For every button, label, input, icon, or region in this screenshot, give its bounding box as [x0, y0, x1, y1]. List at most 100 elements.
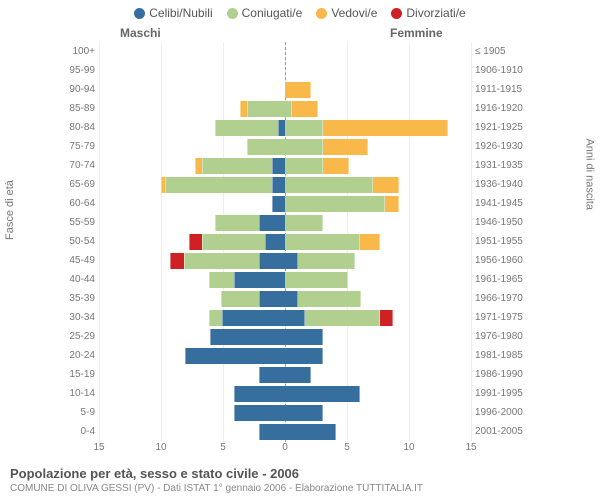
bar-seg-con — [298, 291, 361, 307]
age-row: 0-42001-2005 — [55, 422, 535, 441]
bar-cell — [99, 405, 471, 421]
bar-cell — [99, 386, 471, 402]
age-label: 55-59 — [55, 217, 99, 228]
bar-cell — [99, 158, 471, 174]
bar-seg-cel — [234, 272, 285, 288]
bar-seg-con — [221, 291, 259, 307]
bar-seg-con — [209, 272, 235, 288]
bar-seg-con — [285, 120, 323, 136]
age-label: 60-64 — [55, 198, 99, 209]
bar-cell — [99, 215, 471, 231]
age-label: 85-89 — [55, 103, 99, 114]
birth-label: 1951-1955 — [471, 236, 535, 247]
bar-cell — [99, 272, 471, 288]
age-row: 30-34 1971-1975 — [55, 308, 535, 327]
bar-cell — [99, 234, 471, 250]
age-label: 45-49 — [55, 255, 99, 266]
age-row: 15-191986-1990 — [55, 365, 535, 384]
age-row: 10-141991-1995 — [55, 384, 535, 403]
birth-label: 1996-2000 — [471, 407, 535, 418]
bar-seg-ved — [292, 101, 318, 117]
bar-seg-con — [285, 101, 292, 117]
bar-seg-ved — [285, 82, 311, 98]
caption: Popolazione per età, sesso e stato civil… — [10, 466, 590, 494]
bar-seg-ved — [385, 196, 398, 212]
bar-cell — [99, 82, 471, 98]
bar-seg-con — [215, 120, 278, 136]
bar-seg-con — [165, 177, 271, 193]
age-label: 95-99 — [55, 65, 99, 76]
bar-seg-con — [202, 234, 265, 250]
legend-item: Celibi/Nubili — [134, 6, 212, 20]
bar-seg-con — [298, 253, 355, 269]
bar-seg-cel — [285, 367, 311, 383]
plot-area: 100+≤ 190595-991906-1910 90-94 1911-1915 85… — [55, 42, 535, 442]
age-row: 90-94 1911-1915 — [55, 80, 535, 99]
age-label: 90-94 — [55, 84, 99, 95]
bar-cell — [99, 177, 471, 193]
x-tick: 15 — [465, 442, 476, 453]
bar-cell — [99, 44, 471, 60]
age-label: 5-9 — [55, 407, 99, 418]
bar-cell — [99, 424, 471, 440]
age-row: 95-991906-1910 — [55, 61, 535, 80]
bar-cell — [99, 120, 471, 136]
bar-seg-ved — [240, 101, 247, 117]
bar-seg-con — [285, 215, 323, 231]
bar-seg-cel — [185, 348, 285, 364]
age-label: 10-14 — [55, 388, 99, 399]
bar-seg-cel — [285, 386, 360, 402]
birth-label: ≤ 1905 — [471, 46, 535, 57]
age-row: 40-441961-1965 — [55, 270, 535, 289]
age-row: 65-691936-1940 — [55, 175, 535, 194]
x-tick: 10 — [155, 442, 166, 453]
bar-cell — [99, 196, 471, 212]
birth-label: 1956-1960 — [471, 255, 535, 266]
bar-cell — [99, 367, 471, 383]
birth-label: 1971-1975 — [471, 312, 535, 323]
y-right-title: Anni di nascita — [584, 138, 596, 210]
header-female: Femmine — [390, 26, 443, 40]
age-label: 35-39 — [55, 293, 99, 304]
bar-seg-cel — [272, 177, 285, 193]
age-row: 80-841921-1925 — [55, 118, 535, 137]
bar-seg-ved — [195, 158, 202, 174]
bar-seg-div — [189, 234, 202, 250]
bar-seg-cel — [272, 158, 285, 174]
age-row: 85-891916-1920 — [55, 99, 535, 118]
bar-seg-ved — [373, 177, 399, 193]
caption-sub: COMUNE DI OLIVA GESSI (PV) - Dati ISTAT … — [10, 483, 590, 494]
birth-label: 1961-1965 — [471, 274, 535, 285]
caption-title: Popolazione per età, sesso e stato civil… — [10, 466, 590, 481]
legend-swatch — [391, 8, 402, 19]
birth-label: 1981-1985 — [471, 350, 535, 361]
bar-seg-cel — [285, 291, 298, 307]
age-label: 65-69 — [55, 179, 99, 190]
bar-cell — [99, 63, 471, 79]
legend-label: Coniugati/e — [242, 6, 303, 20]
x-tick: 15 — [93, 442, 104, 453]
y-left-title: Fasce di età — [4, 180, 16, 240]
age-row: 20-241981-1985 — [55, 346, 535, 365]
legend-swatch — [227, 8, 238, 19]
bar-seg-con — [285, 158, 323, 174]
legend-item: Vedovi/e — [316, 6, 377, 20]
bar-seg-cel — [285, 310, 305, 326]
bar-seg-ved — [360, 234, 380, 250]
age-label: 30-34 — [55, 312, 99, 323]
bar-seg-ved — [323, 158, 349, 174]
age-label: 0-4 — [55, 426, 99, 437]
age-label: 50-54 — [55, 236, 99, 247]
birth-label: 1921-1925 — [471, 122, 535, 133]
age-row: 100+≤ 1905 — [55, 42, 535, 61]
pyramid-chart: Celibi/NubiliConiugati/eVedovi/eDivorzia… — [0, 0, 600, 500]
bar-cell — [99, 329, 471, 345]
bar-seg-con — [202, 158, 271, 174]
birth-label: 1926-1930 — [471, 141, 535, 152]
legend-swatch — [134, 8, 145, 19]
birth-label: 1911-1915 — [471, 84, 535, 95]
bar-cell — [99, 139, 471, 155]
bar-seg-con — [215, 215, 259, 231]
bar-seg-cel — [259, 253, 285, 269]
age-row: 35-391966-1970 — [55, 289, 535, 308]
